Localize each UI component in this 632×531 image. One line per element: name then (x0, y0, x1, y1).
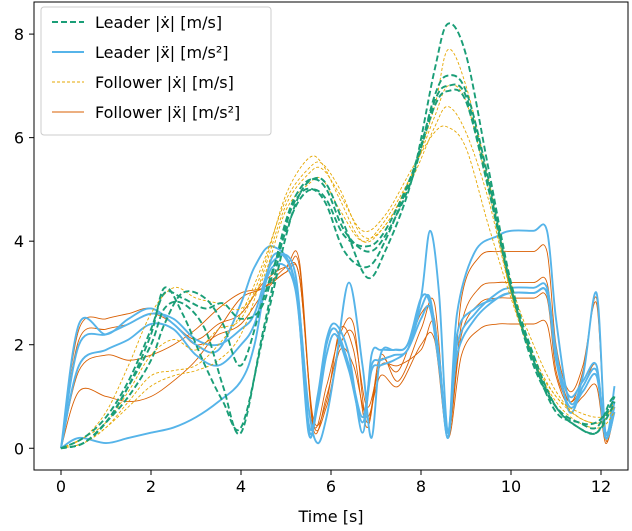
y-tick-label: 4 (14, 232, 24, 251)
series-line-leader_vel-0 (60, 22, 616, 450)
legend-label-follower_acc: Follower |ẍ| [m/s²] (95, 103, 240, 122)
series-line-leader_vel-1 (60, 74, 616, 450)
series-line-leader_acc-4 (60, 223, 616, 450)
legend: Leader |ẋ| [m/s] Leader |ẍ| [m/s²] Followe… (40, 6, 272, 136)
x-tick-label: 8 (416, 477, 426, 496)
y-tick-label: 8 (14, 25, 24, 44)
y-tick-label: 0 (14, 439, 24, 458)
series-line-leader_vel-3 (60, 83, 616, 450)
x-tick-label: 0 (56, 477, 66, 496)
series-line-follower_vel-11 (60, 84, 615, 449)
x-axis-title: Time [s] (297, 507, 363, 526)
x-tick-label: 4 (236, 477, 246, 496)
x-tick-label: 12 (591, 477, 611, 496)
series-layer (60, 22, 616, 450)
series-line-follower_vel-8 (60, 48, 615, 449)
y-tick-label: 2 (14, 336, 24, 355)
x-tick-label: 2 (146, 477, 156, 496)
legend-label-leader_acc: Leader |ẍ| [m/s²] (95, 43, 229, 62)
series-line-leader_vel-2 (60, 88, 616, 450)
x-tick-label: 6 (326, 477, 336, 496)
legend-box (40, 6, 272, 136)
series-line-follower_vel-9 (60, 106, 615, 449)
legend-label-follower_vel: Follower |ẋ| [m/s] (95, 73, 234, 92)
y-tick-label: 6 (14, 129, 24, 148)
ticks-layer: 0 2 4 6 8 10 12 0 2 4 6 8 (14, 25, 611, 496)
series-line-leader_acc-7 (60, 262, 616, 449)
series-line-leader_acc-6 (60, 253, 616, 449)
x-tick-label: 10 (501, 477, 521, 496)
legend-label-leader_vel: Leader |ẋ| [m/s] (95, 13, 222, 32)
